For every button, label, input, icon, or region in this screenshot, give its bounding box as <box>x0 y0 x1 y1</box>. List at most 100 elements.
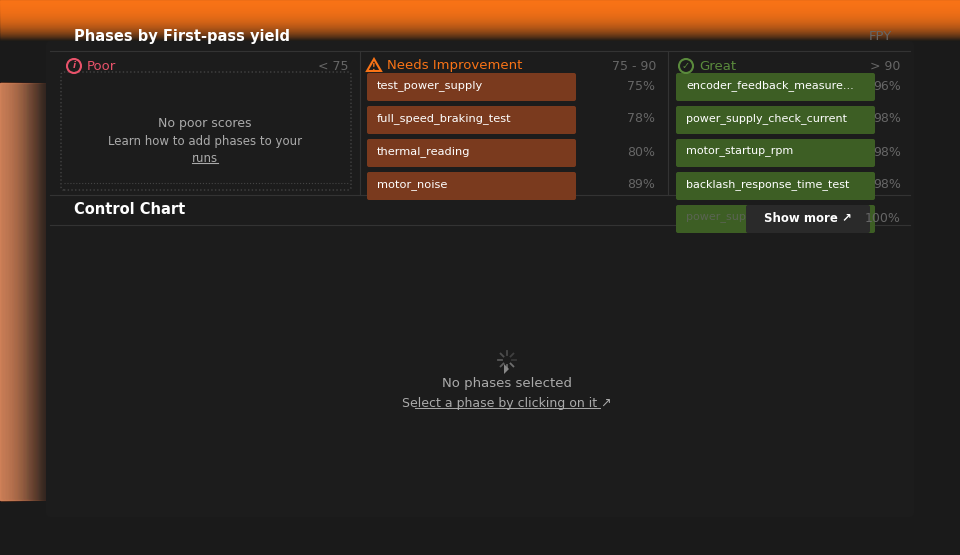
Bar <box>0 83 20 500</box>
Bar <box>0 23 960 24</box>
Bar <box>0 7 960 8</box>
Text: i: i <box>72 62 76 70</box>
FancyBboxPatch shape <box>367 172 576 200</box>
Bar <box>0 83 11 500</box>
Bar <box>0 14 960 15</box>
Bar <box>0 83 32 500</box>
Bar <box>0 83 12 500</box>
Bar <box>0 9 960 10</box>
Bar <box>0 83 4 500</box>
Bar <box>0 83 52 500</box>
Text: No phases selected: No phases selected <box>442 376 572 390</box>
Text: Control Chart: Control Chart <box>74 201 185 216</box>
Text: encoder_feedback_measure...: encoder_feedback_measure... <box>686 80 853 92</box>
Bar <box>0 83 27 500</box>
Bar <box>0 20 960 21</box>
Bar <box>0 32 960 33</box>
Bar <box>0 11 960 12</box>
Bar <box>0 83 48 500</box>
Bar <box>0 83 23 500</box>
Bar <box>0 83 43 500</box>
Text: Learn how to add phases to your: Learn how to add phases to your <box>108 135 302 149</box>
Text: Phases by First-pass yield: Phases by First-pass yield <box>74 28 290 43</box>
Bar <box>0 83 6 500</box>
Text: thermal_reading: thermal_reading <box>377 147 470 158</box>
Bar <box>0 27 960 28</box>
Bar <box>0 83 28 500</box>
Bar <box>0 29 960 30</box>
Text: 96%: 96% <box>874 79 901 93</box>
Bar <box>0 83 47 500</box>
Bar <box>0 83 31 500</box>
Bar <box>0 22 960 23</box>
Bar <box>0 83 15 500</box>
Bar <box>0 10 960 11</box>
Bar <box>0 83 21 500</box>
Bar <box>0 36 960 37</box>
Bar <box>0 83 33 500</box>
Bar <box>0 83 53 500</box>
Bar <box>0 83 22 500</box>
Bar <box>0 39 960 40</box>
FancyBboxPatch shape <box>676 106 875 134</box>
Text: 75%: 75% <box>627 79 655 93</box>
Text: Great: Great <box>699 59 736 73</box>
Bar <box>0 3 960 4</box>
Bar <box>0 83 57 500</box>
Bar <box>0 18 960 19</box>
Bar <box>0 83 45 500</box>
Bar <box>0 83 1 500</box>
Bar <box>0 30 960 31</box>
Bar <box>0 83 44 500</box>
Bar <box>0 13 960 14</box>
Text: runs: runs <box>192 153 218 165</box>
Bar <box>0 83 49 500</box>
Bar <box>0 4 960 5</box>
Bar <box>0 83 40 500</box>
Bar <box>0 26 960 27</box>
Text: full_speed_braking_test: full_speed_braking_test <box>377 114 512 124</box>
Bar <box>0 83 10 500</box>
Bar <box>0 1 960 2</box>
Bar <box>0 31 960 32</box>
Bar <box>0 38 960 39</box>
Text: Select a phase by clicking on it ↗: Select a phase by clicking on it ↗ <box>402 396 612 410</box>
Bar <box>0 83 55 500</box>
Text: Poor: Poor <box>87 59 116 73</box>
Bar <box>0 19 960 20</box>
Bar <box>0 83 8 500</box>
Bar <box>0 0 960 1</box>
Bar <box>0 83 36 500</box>
Polygon shape <box>504 364 509 374</box>
Bar <box>0 17 960 18</box>
Bar <box>0 83 17 500</box>
FancyBboxPatch shape <box>676 172 875 200</box>
Bar <box>0 28 960 29</box>
Bar <box>0 25 960 26</box>
Text: power_supply_check_current: power_supply_check_current <box>686 114 847 124</box>
Bar <box>0 83 58 500</box>
FancyBboxPatch shape <box>367 73 576 101</box>
Bar <box>0 83 13 500</box>
Bar <box>0 5 960 6</box>
Text: < 75: < 75 <box>318 59 348 73</box>
Bar <box>0 21 960 22</box>
Text: FPY: FPY <box>869 29 892 43</box>
Bar <box>0 83 42 500</box>
Text: ✓: ✓ <box>682 61 690 71</box>
Text: Show more ↗: Show more ↗ <box>764 211 852 225</box>
Bar <box>0 83 5 500</box>
Bar <box>0 83 29 500</box>
FancyBboxPatch shape <box>676 73 875 101</box>
Bar <box>0 83 9 500</box>
Bar <box>0 2 960 3</box>
Text: 98%: 98% <box>874 145 901 159</box>
Bar <box>0 83 7 500</box>
FancyBboxPatch shape <box>367 139 576 167</box>
FancyBboxPatch shape <box>676 205 875 233</box>
Bar <box>0 34 960 35</box>
Text: 98%: 98% <box>874 113 901 125</box>
Text: test_power_supply: test_power_supply <box>377 80 483 92</box>
Bar <box>0 83 56 500</box>
Bar <box>0 35 960 36</box>
